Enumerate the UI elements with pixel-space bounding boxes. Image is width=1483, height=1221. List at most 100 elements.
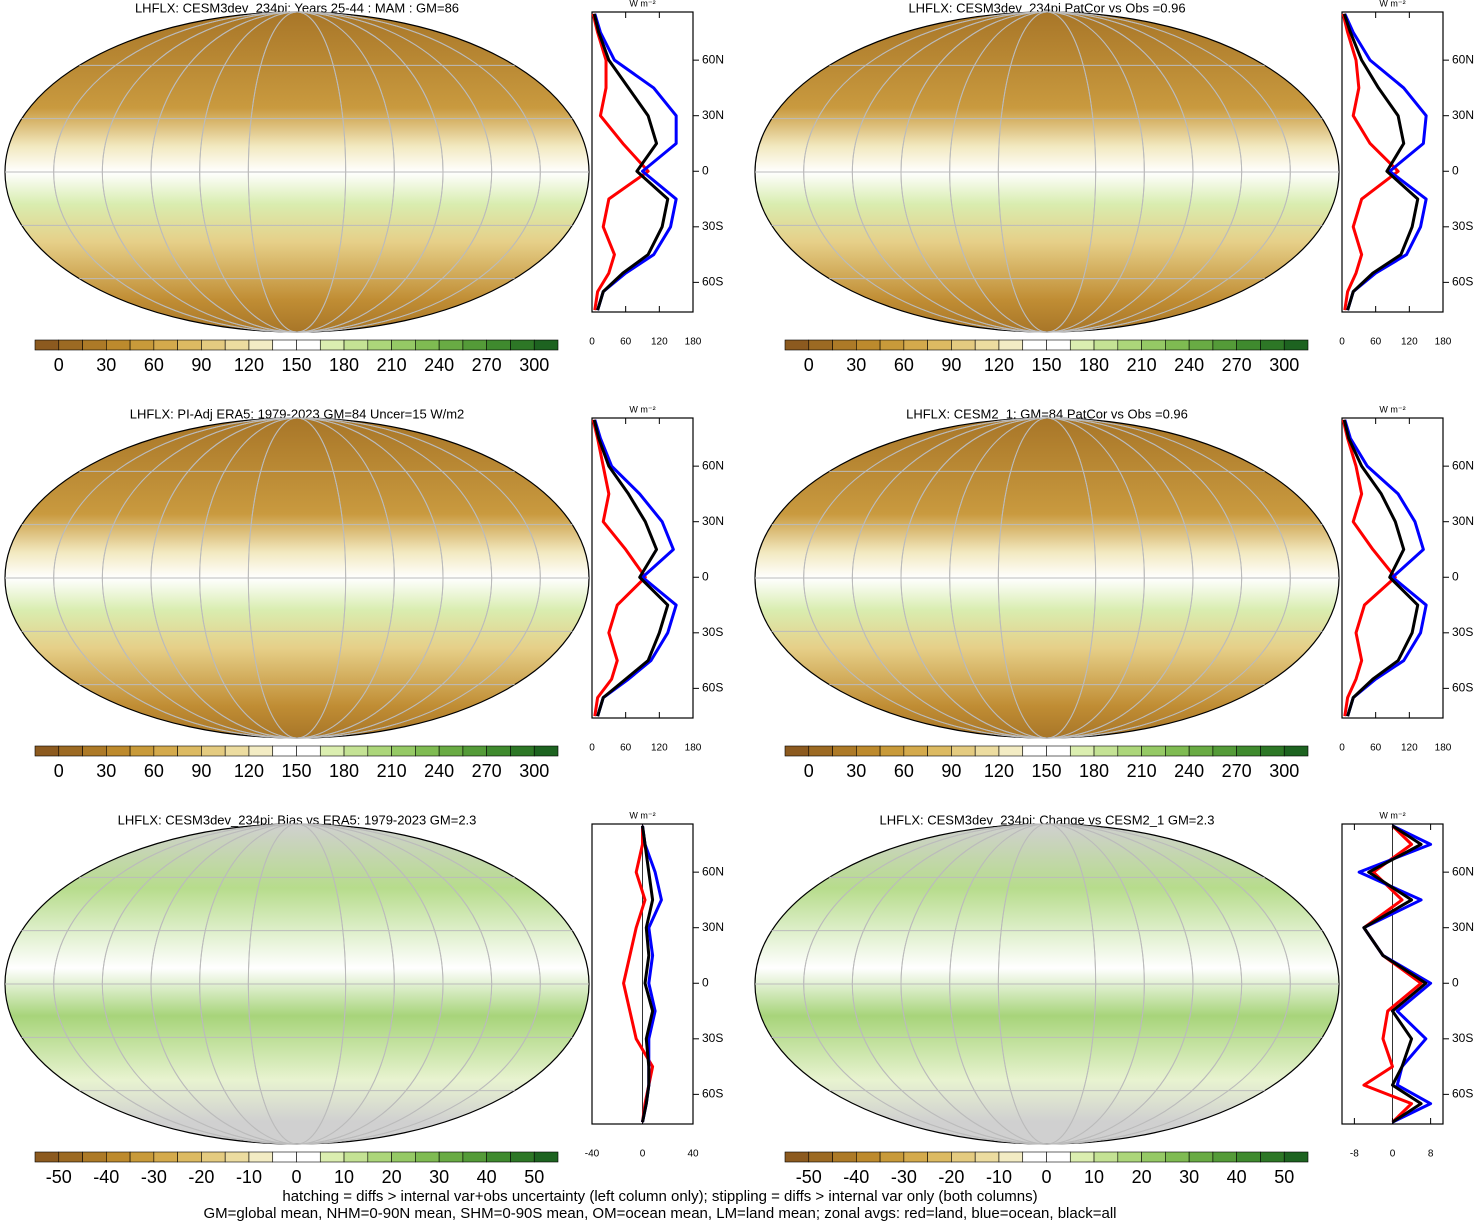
colorbar-box (343, 745, 369, 757)
colorbar-label: 30 (846, 355, 866, 375)
colorbar-box (927, 339, 952, 351)
colorbar-label: 300 (519, 355, 549, 375)
colorbar-box (438, 1151, 464, 1163)
x-tick-label: 0 (1390, 1149, 1396, 1160)
colorbar-label: 270 (472, 761, 502, 781)
colorbar-box (1069, 339, 1095, 351)
x-tick-label: 60 (620, 337, 632, 348)
colorbar-box (1022, 745, 1047, 757)
colorbar-box (82, 745, 107, 757)
colorbar-label: 90 (191, 761, 211, 781)
y-tick-label: 60N (702, 458, 724, 472)
x-tick-label: 0 (1339, 743, 1345, 754)
profile-units: W m⁻² (1379, 0, 1405, 8)
y-tick-label: 30S (702, 1031, 723, 1045)
zonal-line (1362, 824, 1428, 1124)
colorbar-label: 150 (1031, 761, 1061, 781)
colorbar-box (58, 745, 83, 757)
colorbar-box (367, 339, 392, 351)
colorbar-box (438, 339, 464, 351)
colorbar-box (1093, 745, 1119, 757)
colorbar-label: 50 (1274, 1167, 1294, 1187)
profile-units: W m⁻² (629, 0, 655, 8)
y-tick-label: 30N (702, 920, 724, 934)
zonal-line (1343, 13, 1428, 311)
colorbar-label: 120 (234, 761, 264, 781)
colorbar-label: -50 (796, 1167, 822, 1187)
colorbar-box (415, 745, 440, 757)
x-tick-label: 180 (1435, 743, 1452, 754)
colorbar-box (510, 745, 535, 757)
zonal-line (1341, 13, 1400, 311)
y-tick-label: 30N (702, 108, 724, 122)
colorbar-box (462, 339, 487, 351)
colorbar-box (784, 745, 810, 757)
colorbar-label: -40 (843, 1167, 869, 1187)
colorbar-box (34, 1151, 60, 1163)
colorbar-box (879, 1151, 905, 1163)
map-graticule (803, 11, 1291, 333)
colorbar-label: 300 (519, 761, 549, 781)
zonal-line (1341, 419, 1397, 717)
map-graticule (53, 823, 541, 1145)
colorbar-label: 0 (291, 1167, 301, 1187)
colorbar-label: 240 (424, 761, 454, 781)
colorbar-box (533, 745, 559, 757)
colorbar-box (1212, 1151, 1237, 1163)
zonal-line (592, 419, 670, 717)
colorbar-box (1236, 339, 1261, 351)
y-tick-label: 60S (702, 681, 723, 695)
colorbar-box (808, 745, 833, 757)
colorbar-box (1165, 1151, 1190, 1163)
colorbar-box (296, 339, 321, 351)
map-title: LHFLX: CESM2_1: GM=84 PatCor vs Obs =0.9… (906, 406, 1188, 421)
colorbar-label: 60 (144, 761, 164, 781)
colorbar-label: 10 (1084, 1167, 1104, 1187)
colorbar-label: 30 (846, 761, 866, 781)
colorbar-box (153, 1151, 178, 1163)
y-tick-label: 0 (1452, 975, 1459, 989)
colorbar-box (832, 1151, 857, 1163)
colorbar-box (272, 1151, 297, 1163)
colorbar-label: 30 (96, 355, 116, 375)
zonal-line (592, 13, 670, 311)
colorbar-label: 210 (377, 355, 407, 375)
colorbar-box (177, 339, 202, 351)
colorbar-label: 30 (1179, 1167, 1199, 1187)
map-title: LHFLX: PI-Adj ERA5: 1979-2023 GM=84 Unce… (130, 406, 465, 421)
colorbar-box (58, 339, 83, 351)
y-tick-label: 30S (1452, 625, 1473, 639)
colorbar-box (1283, 339, 1309, 351)
colorbar-label: 50 (524, 1167, 544, 1187)
x-tick-label: 120 (651, 743, 668, 754)
colorbar-box (1188, 339, 1214, 351)
colorbar-box (1093, 1151, 1119, 1163)
colorbar-box (903, 1151, 928, 1163)
x-tick-label: 0 (640, 1149, 646, 1160)
colorbar-box (1260, 745, 1285, 757)
zonal-line (591, 13, 650, 311)
profile-frame (591, 11, 694, 313)
colorbar-box (974, 1151, 1000, 1163)
colorbar-label: 120 (234, 355, 264, 375)
y-tick-label: 60N (1452, 864, 1474, 878)
profile-units: W m⁻² (629, 810, 655, 820)
colorbar-label: 20 (382, 1167, 402, 1187)
colorbar-label: 0 (1041, 1167, 1051, 1187)
colorbar-label: 240 (1174, 761, 1204, 781)
x-tick-label: 180 (685, 337, 702, 348)
colorbar-box (784, 1151, 810, 1163)
colorbar-box (319, 1151, 345, 1163)
x-tick-label: 180 (685, 743, 702, 754)
colorbar-box (1141, 745, 1166, 757)
map-graticule (53, 11, 541, 333)
colorbar-box (296, 1151, 321, 1163)
colorbar-box (927, 745, 952, 757)
colorbar-box (951, 745, 976, 757)
map-graticule (53, 417, 541, 739)
colorbar-label: 30 (429, 1167, 449, 1187)
colorbar-box (367, 1151, 392, 1163)
zonal-line (1342, 13, 1420, 311)
colorbar-label: 60 (894, 355, 914, 375)
y-tick-label: 60S (1452, 681, 1473, 695)
